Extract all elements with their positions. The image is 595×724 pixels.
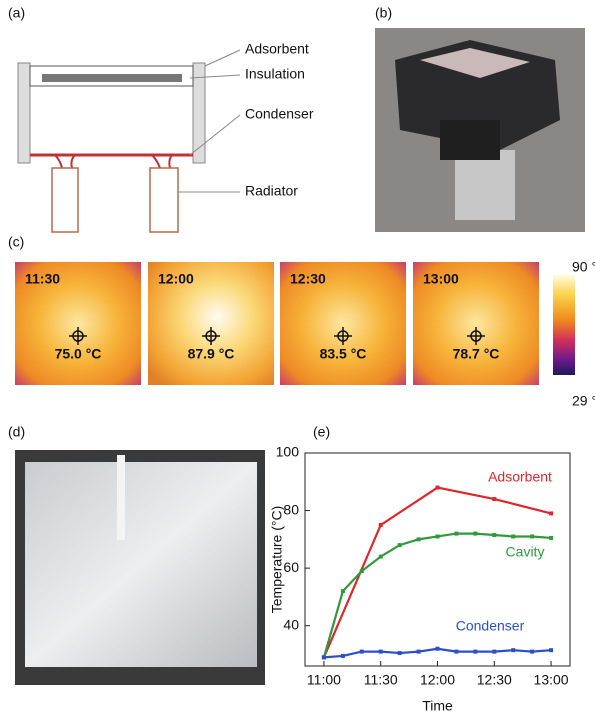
time-label: 11:30 xyxy=(25,271,60,287)
y-tick-label: 60 xyxy=(283,559,299,575)
point xyxy=(473,532,477,536)
point xyxy=(492,497,496,501)
point xyxy=(549,648,553,652)
time-label: 12:30 xyxy=(290,271,326,287)
point xyxy=(417,537,421,541)
y-tick-label: 100 xyxy=(276,444,300,460)
component-label: Condenser xyxy=(245,106,314,122)
point xyxy=(549,511,553,515)
colorbar-label: 90 °C xyxy=(572,259,595,275)
component-label: Adsorbent xyxy=(245,41,309,57)
point xyxy=(492,650,496,654)
point xyxy=(473,650,477,654)
photo xyxy=(375,28,585,232)
colorbar-label: 29 °C xyxy=(572,393,595,409)
point xyxy=(436,647,440,651)
figure: (a) Adsorbent Insulation Condenser Radia… xyxy=(0,0,595,719)
component-label: Insulation xyxy=(245,66,305,82)
x-tick-label: 11:00 xyxy=(307,672,341,688)
point xyxy=(417,650,421,654)
point xyxy=(436,534,440,538)
series-label: Condenser xyxy=(456,618,525,634)
point xyxy=(454,532,458,536)
x-tick-label: 13:00 xyxy=(534,672,569,688)
point xyxy=(360,650,364,654)
point xyxy=(492,533,496,537)
panel-label: (d) xyxy=(8,424,25,440)
y-tick-label: 40 xyxy=(283,616,299,632)
y-axis-label: Temperature (°C) xyxy=(269,506,285,614)
panel-label: (a) xyxy=(8,5,25,21)
point xyxy=(379,650,383,654)
point xyxy=(341,654,345,658)
temperature-label: 78.7 °C xyxy=(453,346,500,362)
x-axis-label: Time xyxy=(422,698,453,714)
point xyxy=(360,569,364,573)
point xyxy=(436,486,440,490)
series-label: Adsorbent xyxy=(488,469,552,485)
point xyxy=(511,534,515,538)
colorbar xyxy=(553,275,575,375)
point xyxy=(530,534,534,538)
point xyxy=(322,655,326,659)
point xyxy=(454,650,458,654)
panel-label: (c) xyxy=(8,234,24,250)
point xyxy=(379,523,383,527)
point xyxy=(398,543,402,547)
panel-label: (e) xyxy=(313,424,330,440)
temperature-label: 83.5 °C xyxy=(320,346,367,362)
time-label: 12:00 xyxy=(158,271,194,287)
point xyxy=(511,648,515,652)
point xyxy=(379,555,383,559)
series-label: Cavity xyxy=(506,544,545,560)
temperature-label: 75.0 °C xyxy=(55,346,102,362)
photo xyxy=(15,450,265,685)
time-label: 13:00 xyxy=(423,271,459,287)
point xyxy=(341,589,345,593)
schematic xyxy=(18,50,240,232)
x-tick-label: 12:30 xyxy=(477,672,512,688)
x-tick-label: 12:00 xyxy=(420,672,455,688)
temperature-label: 87.9 °C xyxy=(188,346,235,362)
y-tick-label: 80 xyxy=(283,501,299,517)
point xyxy=(549,536,553,540)
panel-label: (b) xyxy=(375,5,392,21)
x-tick-label: 11:30 xyxy=(364,672,398,688)
point xyxy=(398,651,402,655)
point xyxy=(530,650,534,654)
component-label: Radiator xyxy=(245,183,298,199)
